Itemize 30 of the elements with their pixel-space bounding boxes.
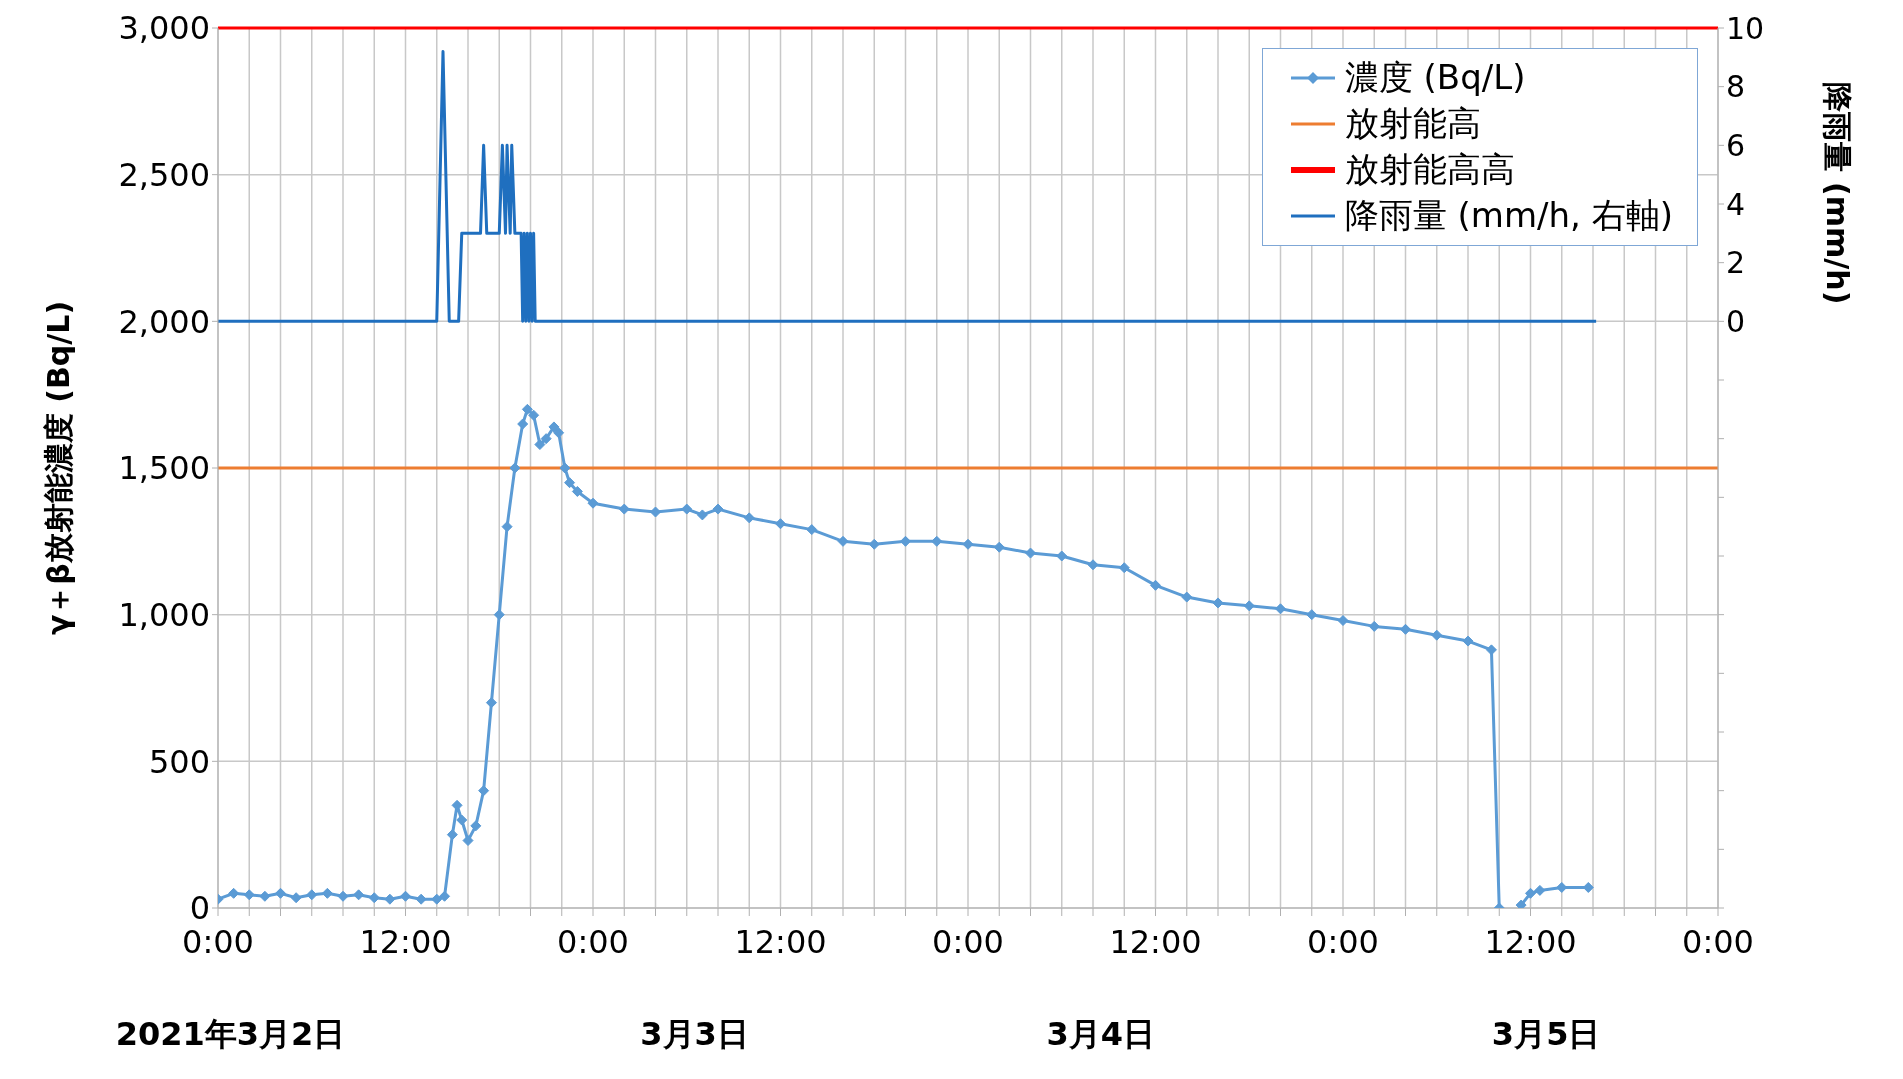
- text: 3月5日: [1491, 1014, 1601, 1055]
- y-axis-title: γ＋β放射能濃度 (Bq/L): [40, 300, 76, 636]
- x-tick-label: 0:00: [557, 922, 629, 961]
- x-tick-label: 12:00: [1109, 922, 1202, 961]
- x-tick-label: 12:00: [359, 922, 452, 961]
- y2-tick-label: 8: [1726, 69, 1746, 105]
- y2-tick-label: 0: [1726, 303, 1746, 339]
- x-tick-label: 0:00: [1682, 922, 1754, 961]
- y-tick-label: 1,500: [118, 449, 210, 488]
- legend-label: 降雨量 (mm/h, 右軸): [1344, 194, 1673, 237]
- x-tick-label: 0:00: [1307, 922, 1379, 961]
- legend-label: 放射能高: [1344, 102, 1481, 145]
- text: 3月4日: [1046, 1014, 1156, 1055]
- y-tick-label: 2,000: [118, 302, 210, 341]
- x-tick-label: 12:00: [1484, 922, 1577, 961]
- y-tick-label: 3,000: [118, 9, 210, 48]
- legend-label: 放射能高高: [1344, 148, 1515, 191]
- y2-tick-label: 4: [1726, 186, 1746, 222]
- x-tick-label: 0:00: [932, 922, 1004, 961]
- x-tick-label: 12:00: [734, 922, 827, 961]
- y-tick-label: 2,500: [118, 156, 210, 195]
- text: 3月3日: [640, 1014, 749, 1055]
- y2-tick-label: 6: [1726, 127, 1746, 163]
- y2-tick-label: 10: [1726, 10, 1765, 46]
- text: 2021年3月2日: [115, 1014, 346, 1055]
- y2-axis-title: 降雨量 (mm/h): [1820, 81, 1856, 305]
- y-tick-label: 500: [148, 742, 210, 781]
- legend-label: 濃度 (Bq/L): [1344, 56, 1526, 99]
- y2-tick-label: 2: [1726, 245, 1746, 281]
- y-tick-label: 1,000: [118, 596, 210, 635]
